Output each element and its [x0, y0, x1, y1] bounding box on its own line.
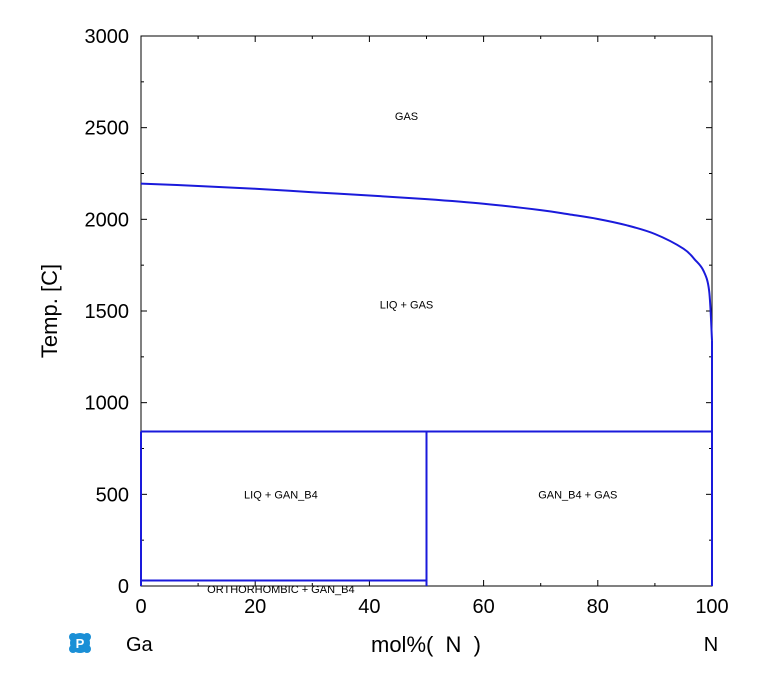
x-axis-ticks: 0 20 40 60 80 100	[135, 36, 729, 618]
y-tick-label: 1500	[85, 301, 130, 323]
y-tick-label: 1000	[85, 393, 130, 415]
x-tick-label: 80	[587, 596, 609, 618]
x-tick-label: 20	[244, 596, 266, 618]
phase-region-labels: GAS LIQ + GAS LIQ + GAN_B4 GAN_B4 + GAS ORTH…	[207, 111, 617, 596]
pandat-logo-icon: P	[69, 633, 91, 653]
region-label: LIQ + GAN_B4	[244, 489, 318, 501]
y-tick-label: 0	[118, 576, 129, 598]
component-right-label: N	[704, 634, 718, 656]
x-tick-label: 40	[358, 596, 380, 618]
x-tick-label: 100	[695, 596, 728, 618]
y-axis-title: Temp. [C]	[37, 264, 62, 358]
region-label: GAS	[395, 111, 418, 123]
region-label: GAN_B4 + GAS	[538, 489, 617, 501]
y-tick-label: 3000	[85, 26, 130, 48]
x-tick-label: 60	[472, 596, 494, 618]
phase-boundary-line	[140, 182, 713, 341]
y-tick-label: 500	[96, 484, 129, 506]
phase-boundary-lines	[140, 182, 713, 586]
y-tick-label: 2000	[85, 209, 130, 231]
x-axis-title: mol%( N )	[371, 632, 481, 657]
component-left-label: Ga	[126, 634, 154, 656]
y-axis-ticks: 0 500 1000 1500 2000 2500 3000	[85, 26, 712, 598]
svg-text:P: P	[76, 636, 85, 651]
region-label: LIQ + GAS	[380, 300, 434, 312]
y-tick-label: 2500	[85, 118, 130, 140]
x-tick-label: 0	[135, 596, 146, 618]
region-label: ORTHORHOMBIC + GAN_B4	[207, 584, 354, 596]
